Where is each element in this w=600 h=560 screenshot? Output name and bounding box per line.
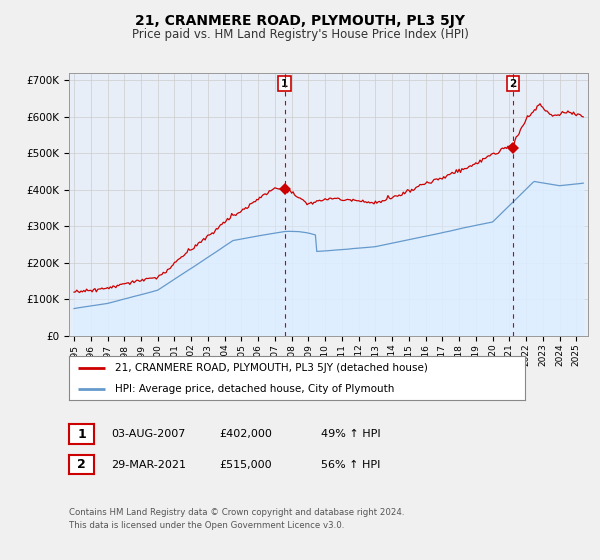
Text: 1: 1 <box>281 79 288 89</box>
Text: 49% ↑ HPI: 49% ↑ HPI <box>321 429 380 439</box>
Text: 1: 1 <box>77 427 86 441</box>
Text: 29-MAR-2021: 29-MAR-2021 <box>111 460 186 470</box>
Text: £515,000: £515,000 <box>219 460 272 470</box>
Text: Price paid vs. HM Land Registry's House Price Index (HPI): Price paid vs. HM Land Registry's House … <box>131 28 469 41</box>
Text: 03-AUG-2007: 03-AUG-2007 <box>111 429 185 439</box>
Text: 2: 2 <box>77 458 86 472</box>
Text: 21, CRANMERE ROAD, PLYMOUTH, PL3 5JY (detached house): 21, CRANMERE ROAD, PLYMOUTH, PL3 5JY (de… <box>115 363 427 373</box>
Text: 2: 2 <box>509 79 517 89</box>
Text: 21, CRANMERE ROAD, PLYMOUTH, PL3 5JY: 21, CRANMERE ROAD, PLYMOUTH, PL3 5JY <box>135 14 465 28</box>
Text: HPI: Average price, detached house, City of Plymouth: HPI: Average price, detached house, City… <box>115 384 394 394</box>
Text: £402,000: £402,000 <box>219 429 272 439</box>
Text: 56% ↑ HPI: 56% ↑ HPI <box>321 460 380 470</box>
Text: Contains HM Land Registry data © Crown copyright and database right 2024.
This d: Contains HM Land Registry data © Crown c… <box>69 508 404 530</box>
